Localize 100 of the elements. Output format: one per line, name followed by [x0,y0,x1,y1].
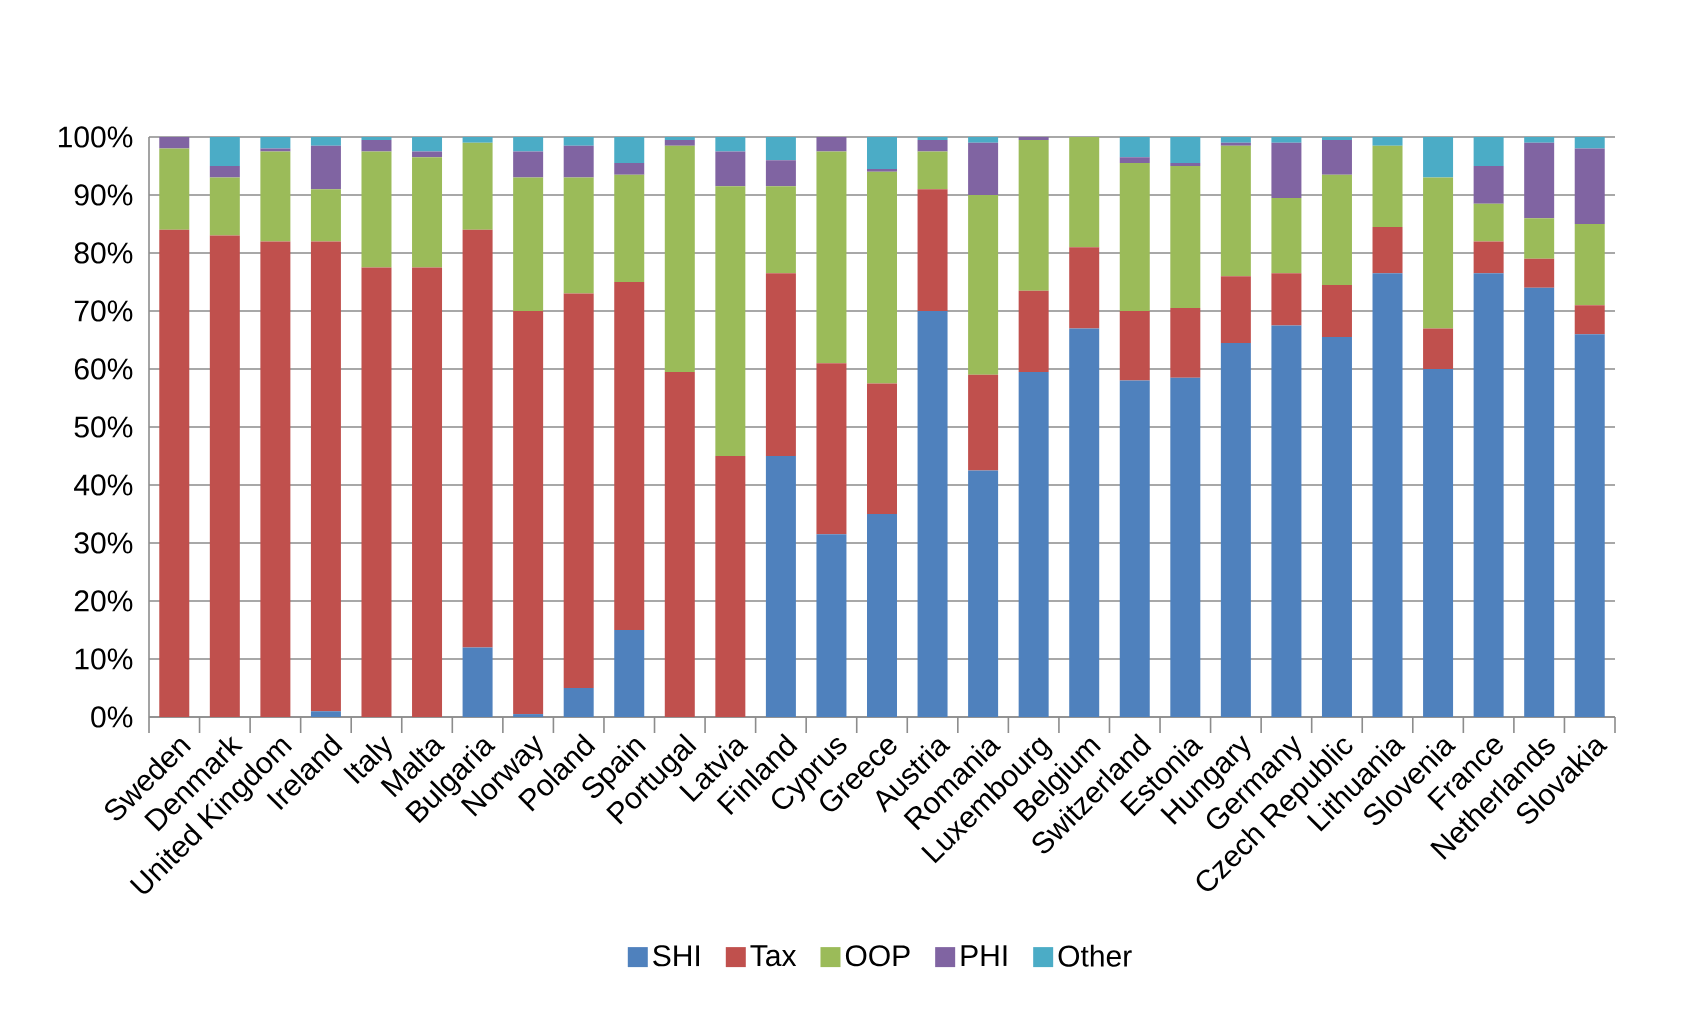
bar [816,363,847,535]
bar [1170,163,1201,166]
bar [462,229,493,648]
bar [209,136,240,166]
bar [1271,142,1302,198]
bar [1321,174,1352,285]
bar [715,186,746,456]
bar [1574,223,1605,306]
bar [765,186,796,274]
bar [310,145,341,190]
bar [159,229,190,717]
bar [310,136,341,146]
bar [412,267,443,717]
bar [1119,163,1150,311]
bar [1524,258,1555,288]
bar [968,142,999,195]
bar [1321,136,1352,140]
bar [1524,218,1555,259]
y-tick-label: 30% [74,532,133,554]
bar [1321,284,1352,338]
bar [1271,136,1302,143]
bar [1524,287,1555,717]
bar [563,145,594,178]
bar [260,136,291,149]
y-tick-label: 20% [74,590,133,612]
bar [1372,145,1403,227]
y-tick-label: 10% [75,648,133,670]
bar [867,383,897,514]
bar [513,310,544,715]
bar [1271,273,1302,326]
bar [765,160,796,187]
bar [1220,342,1251,717]
bar [917,310,948,717]
bar [1423,136,1454,178]
bar [1119,380,1150,717]
bar [816,534,847,717]
legend-label: Other [1058,944,1132,967]
bar [513,136,544,152]
bar [1372,136,1403,146]
bar [867,136,897,169]
bar [1119,310,1150,381]
bar [1473,203,1504,242]
bar [917,151,948,190]
bar [867,513,897,717]
bar [159,136,190,149]
bar [563,293,594,688]
bar [361,151,392,268]
bar [1473,165,1504,204]
bar [412,151,443,158]
bar [614,163,645,175]
bar [310,189,341,242]
bar [1170,136,1201,164]
bar [664,145,695,372]
bar [1119,136,1150,158]
bar [1271,325,1302,717]
bar [1170,308,1201,378]
legend-label: PHI [961,945,1007,966]
y-tick-label: 100% [58,126,133,148]
bar [412,136,443,152]
bar [867,168,897,172]
bar [614,629,645,717]
bar [1220,136,1251,143]
bar [664,136,695,140]
bar [968,374,999,471]
bar [159,148,190,230]
bar [917,189,948,311]
bar [462,142,493,230]
bar [614,174,645,282]
bar [563,136,594,146]
bar [1170,377,1201,717]
bar [1423,368,1454,717]
bar [563,177,594,294]
bar [715,151,746,187]
y-tick-label: 40% [74,474,133,496]
bar [1018,139,1049,291]
bar [614,281,645,630]
bar [968,136,999,143]
bar [361,267,392,717]
bar [462,647,493,717]
bar [917,139,948,152]
bar [310,711,341,717]
bar [1220,142,1251,146]
bar [1220,276,1251,343]
bar [462,136,493,143]
bar [968,194,999,375]
bar [1372,226,1403,274]
bar [209,165,240,178]
bar [1524,136,1555,143]
bar [765,455,796,717]
bar [1069,328,1100,717]
bar [513,177,544,311]
bar [1574,334,1605,717]
bar [260,241,291,717]
bar [1271,197,1302,274]
bar [513,151,544,178]
bar [1321,337,1352,717]
bar [1574,305,1605,335]
y-tick-label: 60% [74,358,133,380]
bar [209,235,240,717]
bar [1170,165,1201,309]
